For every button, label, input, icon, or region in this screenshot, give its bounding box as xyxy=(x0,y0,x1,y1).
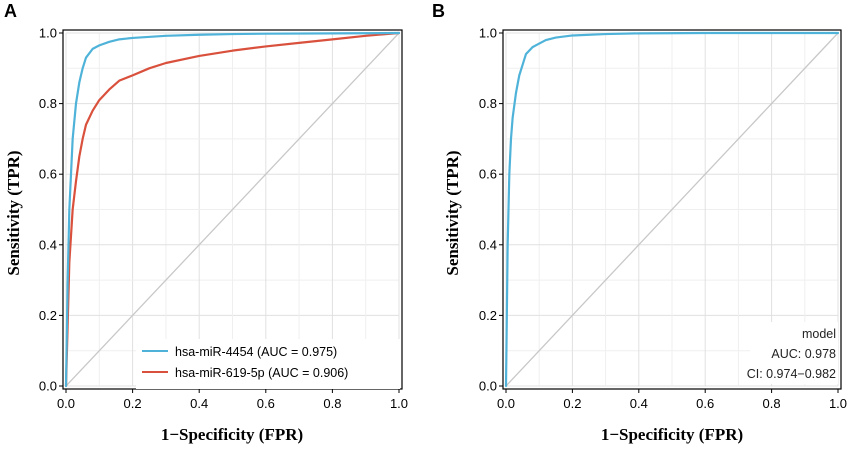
x-tick-label-a-0: 0.0 xyxy=(57,396,75,411)
roc-curve-a-1 xyxy=(64,31,401,388)
x-tick-label-b-2: 0.4 xyxy=(630,396,648,411)
y-tick-label-b-1: 0.2 xyxy=(479,308,497,323)
chance-diagonal-b-1 xyxy=(505,32,839,387)
x-tick-label-b-4: 0.8 xyxy=(763,396,781,411)
x-tick-label-a-5: 1.0 xyxy=(390,396,408,411)
x-tick-label-a-2: 0.4 xyxy=(190,396,208,411)
x-tick-label-a-1: 0.2 xyxy=(124,396,142,411)
plot-frame-b xyxy=(502,29,842,390)
y-tick-label-a-5: 1.0 xyxy=(39,26,57,41)
panel-letter-b: B xyxy=(432,1,445,21)
y-axis-label-b: Sensitivity (TPR) xyxy=(443,150,462,275)
y-tick-label-a-3: 0.6 xyxy=(39,167,57,182)
y-tick-label-a-4: 0.8 xyxy=(39,96,57,111)
y-tick-label-a-0: 0.0 xyxy=(39,379,57,394)
legend-a-label-mir4454: hsa-miR-4454 (AUC = 0.975) xyxy=(175,345,337,359)
roc-curve-a-0 xyxy=(64,31,401,388)
y-tick-label-b-4: 0.8 xyxy=(479,96,497,111)
x-axis-label-a: 1−Specificity (FPR) xyxy=(161,425,303,444)
legend-a: hsa-miR-4454 (AUC = 0.975) hsa-miR-619-5… xyxy=(136,339,400,389)
y-tick-label-b-0: 0.0 xyxy=(479,379,497,394)
legend-a-label-mir619: hsa-miR-619-5p (AUC = 0.906) xyxy=(175,366,348,380)
x-tick-label-a-3: 0.6 xyxy=(257,396,275,411)
x-tick-label-b-5: 1.0 xyxy=(829,396,847,411)
panel-letter-a: A xyxy=(4,1,17,21)
legend-a-background xyxy=(136,339,400,389)
x-tick-label-a-4: 0.8 xyxy=(323,396,341,411)
y-tick-label-b-3: 0.6 xyxy=(479,167,497,182)
roc-curve-b-0 xyxy=(504,31,840,388)
x-axis-label-b: 1−Specificity (FPR) xyxy=(601,425,743,444)
y-tick-label-b-2: 0.4 xyxy=(479,237,497,252)
annotation-b-model: model xyxy=(802,327,836,341)
annotation-b: model AUC: 0.978 CI: 0.974−0.982 xyxy=(747,322,838,384)
y-tick-label-b-5: 1.0 xyxy=(479,26,497,41)
annotation-b-auc: AUC: 0.978 xyxy=(771,347,836,361)
roc-panel-a: 0.0 0.2 0.4 0.6 0.8 1.0 0.0 0.2 0.4 0.6 0.8 1.0 xyxy=(39,26,408,412)
y-tick-label-a-1: 0.2 xyxy=(39,308,57,323)
x-tick-label-b-1: 0.2 xyxy=(563,396,581,411)
annotation-b-background xyxy=(750,322,838,384)
x-tick-label-b-0: 0.0 xyxy=(497,396,515,411)
annotation-b-ci: CI: 0.974−0.982 xyxy=(747,367,836,381)
y-tick-label-a-2: 0.4 xyxy=(39,237,57,252)
y-axis-label-a: Sensitivity (TPR) xyxy=(4,150,23,275)
chance-diagonal-a-2 xyxy=(65,32,400,387)
x-tick-label-b-3: 0.6 xyxy=(696,396,714,411)
